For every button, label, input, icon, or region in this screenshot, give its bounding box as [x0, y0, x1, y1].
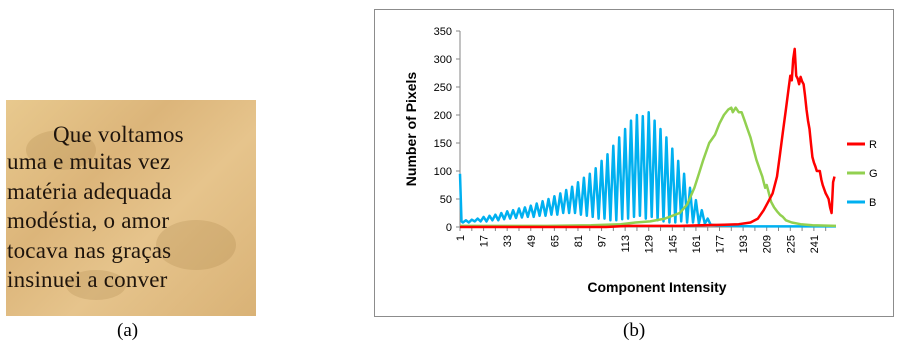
series-line-B	[458, 110, 836, 228]
legend-label-B: B	[869, 197, 876, 209]
x-axis-ticks: 1 17 33 49 65 81 97 113 129 145 161 177 193 209 225 241	[455, 227, 827, 253]
x-tick-label-177: 177	[715, 235, 727, 253]
x-tick-label-129: 129	[644, 235, 656, 253]
y-tick-label-0: 0	[446, 222, 452, 234]
caption-a: (a)	[117, 320, 139, 341]
legend-label-G: G	[869, 168, 878, 180]
scan-text-line-2: uma e muitas vez	[7, 149, 171, 174]
caption-b: (b)	[623, 320, 646, 341]
y-tick-label-350: 350	[434, 26, 452, 38]
y-tick-label-200: 200	[434, 110, 452, 122]
x-tick-label-209: 209	[762, 235, 774, 253]
x-tick-label-49: 49	[526, 235, 538, 247]
y-tick-label-250: 250	[434, 82, 452, 94]
x-axis-title: Component Intensity	[587, 279, 726, 295]
series-line-G	[460, 106, 837, 228]
y-axis-ticks: 0 50 100 150 200 250 300 350	[434, 26, 460, 234]
x-tick-label-33: 33	[502, 235, 514, 247]
x-tick-label-1: 1	[455, 235, 467, 241]
legend-label-R: R	[869, 139, 877, 151]
x-tick-label-17: 17	[479, 235, 491, 247]
x-tick-label-113: 113	[620, 235, 632, 253]
scan-text-line-6: insinuei a conver	[7, 267, 168, 292]
series-line-R	[460, 47, 836, 229]
scan-text-line-5: tocava nas graças	[7, 238, 172, 263]
chart-frame	[374, 9, 894, 317]
y-tick-label-100: 100	[434, 166, 452, 178]
histogram-chart: 0 50 100 150 200 250 300 350 1 17 33 49 65 81 97 113 12…	[374, 9, 894, 317]
x-tick-label-145: 145	[667, 235, 679, 253]
scan-text-line-4: modéstia, o amor	[7, 208, 170, 233]
x-tick-label-241: 241	[809, 235, 821, 253]
y-tick-label-150: 150	[434, 138, 452, 150]
x-tick-label-193: 193	[738, 235, 750, 253]
x-tick-label-97: 97	[597, 235, 609, 247]
legend: R G B	[847, 139, 878, 209]
series-lines	[458, 47, 837, 229]
scan-text-line-3: matéria adequada	[7, 179, 172, 204]
x-tick-label-65: 65	[549, 235, 561, 247]
x-tick-label-161: 161	[691, 235, 703, 253]
y-axis-title: Number of Pixels	[403, 72, 419, 187]
y-tick-label-50: 50	[440, 194, 452, 206]
x-tick-label-225: 225	[785, 235, 797, 253]
y-tick-label-300: 300	[434, 54, 452, 66]
text-scan-image: Que voltamos uma e muitas vez matéria ad…	[6, 100, 256, 316]
scan-text-line-1: Que voltamos	[53, 122, 184, 147]
x-tick-label-81: 81	[573, 235, 585, 247]
